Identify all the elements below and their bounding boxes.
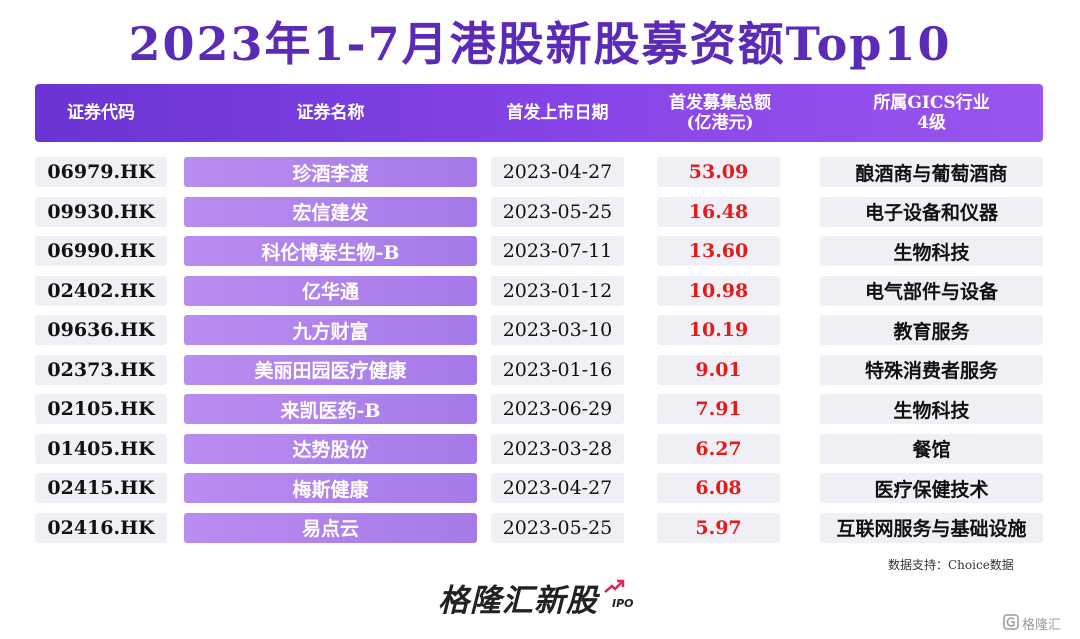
cell-name: 亿华通	[184, 275, 477, 306]
cell-amount: 6.27	[657, 433, 780, 464]
cell-name: 来凯医药-B	[184, 394, 477, 424]
cell-date: 2023-04-27	[491, 473, 624, 503]
cell-date: 2023-03-28	[491, 433, 624, 464]
cell-name: 梅斯健康	[184, 473, 477, 503]
trend-arrow-icon	[604, 579, 625, 593]
cell-amount: 7.91	[657, 394, 780, 424]
header-industry: 所属GICS行业 4级	[820, 84, 1043, 142]
cell-industry: 特殊消费者服务	[820, 354, 1043, 385]
table-row: 09930.HK 宏信建发 2023-05-25 16.48 电子设备和仪器	[0, 196, 1080, 227]
cell-amount: 16.48	[657, 196, 780, 227]
cell-amount: 9.01	[657, 354, 780, 385]
cell-code: 02105.HK	[35, 394, 167, 424]
cell-amount: 6.08	[657, 473, 780, 503]
cell-industry: 教育服务	[820, 315, 1043, 345]
table-row: 06990.HK 科伦博泰生物-B 2023-07-11 13.60 生物科技	[0, 236, 1080, 266]
table-header: 证券代码 证券名称 首发上市日期 首发募集总额 (亿港元) 所属GICS行业 4…	[35, 84, 1043, 142]
cell-date: 2023-07-11	[491, 236, 624, 266]
cell-name: 达势股份	[184, 433, 477, 464]
table-row: 06979.HK 珍酒李渡 2023-04-27 53.09 酿酒商与葡萄酒商	[0, 157, 1080, 187]
cell-name: 珍酒李渡	[184, 157, 477, 187]
cell-amount: 10.19	[657, 315, 780, 345]
cell-name: 科伦博泰生物-B	[184, 236, 477, 266]
chart-title: 2023年1-7月港股新股募资额Top10	[128, 17, 952, 71]
table-row: 02402.HK 亿华通 2023-01-12 10.98 电气部件与设备	[0, 275, 1080, 306]
table-row: 01405.HK 达势股份 2023-03-28 6.27 餐馆	[0, 433, 1080, 464]
cell-name: 美丽田园医疗健康	[184, 354, 477, 385]
header-industry-line2: 4级	[917, 113, 946, 133]
table-row: 02373.HK 美丽田园医疗健康 2023-01-16 9.01 特殊消费者服务	[0, 354, 1080, 385]
header-date: 首发上市日期	[506, 103, 609, 123]
cell-industry: 电子设备和仪器	[820, 196, 1043, 227]
header-code: 证券代码	[67, 103, 135, 123]
cell-industry: 酿酒商与葡萄酒商	[820, 157, 1043, 187]
cell-date: 2023-05-25	[491, 196, 624, 227]
table-row: 09636.HK 九方财富 2023-03-10 10.19 教育服务	[0, 315, 1080, 345]
table-row: 02416.HK 易点云 2023-05-25 5.97 互联网服务与基础设施	[0, 512, 1080, 543]
cell-date: 2023-04-27	[491, 157, 624, 187]
cell-code: 02373.HK	[35, 354, 167, 385]
cell-industry: 生物科技	[820, 236, 1043, 266]
cell-date: 2023-05-25	[491, 512, 624, 543]
table-row: 02415.HK 梅斯健康 2023-04-27 6.08 医疗保健技术	[0, 473, 1080, 503]
cell-code: 06979.HK	[35, 157, 167, 187]
cell-date: 2023-06-29	[491, 394, 624, 424]
cell-name: 宏信建发	[184, 196, 477, 227]
cell-code: 02402.HK	[35, 275, 167, 306]
table-row: 02105.HK 来凯医药-B 2023-06-29 7.91 生物科技	[0, 394, 1080, 424]
cell-code: 01405.HK	[35, 433, 167, 464]
cell-code: 02415.HK	[35, 473, 167, 503]
brand-logo: 格隆汇新股	[438, 583, 598, 619]
cell-code: 09636.HK	[35, 315, 167, 345]
cell-code: 06990.HK	[35, 236, 167, 266]
cell-industry: 互联网服务与基础设施	[820, 512, 1043, 543]
cell-amount: 13.60	[657, 236, 780, 266]
cell-industry: 生物科技	[820, 394, 1043, 424]
cell-code: 02416.HK	[35, 512, 167, 543]
data-source: 数据支持：Choice数据	[888, 558, 1014, 572]
cell-industry: 医疗保健技术	[820, 473, 1043, 503]
cell-date: 2023-01-12	[491, 275, 624, 306]
header-amount: 首发募集总额 (亿港元)	[640, 84, 800, 142]
header-amount-line2: (亿港元)	[686, 113, 754, 133]
watermark: 格隆汇	[1022, 618, 1062, 633]
brand-logo-sub: IPO	[612, 597, 634, 610]
cell-amount: 10.98	[657, 275, 780, 306]
cell-industry: 餐馆	[820, 433, 1043, 464]
watermark-icon	[1003, 614, 1019, 630]
cell-industry: 电气部件与设备	[820, 275, 1043, 306]
cell-amount: 53.09	[657, 157, 780, 187]
cell-date: 2023-03-10	[491, 315, 624, 345]
header-industry-line1: 所属GICS行业	[873, 93, 990, 113]
cell-amount: 5.97	[657, 512, 780, 543]
cell-name: 易点云	[184, 512, 477, 543]
cell-code: 09930.HK	[35, 196, 167, 227]
header-amount-line1: 首发募集总额	[669, 93, 771, 113]
cell-name: 九方财富	[184, 315, 477, 345]
cell-date: 2023-01-16	[491, 354, 624, 385]
header-name: 证券名称	[296, 103, 365, 123]
